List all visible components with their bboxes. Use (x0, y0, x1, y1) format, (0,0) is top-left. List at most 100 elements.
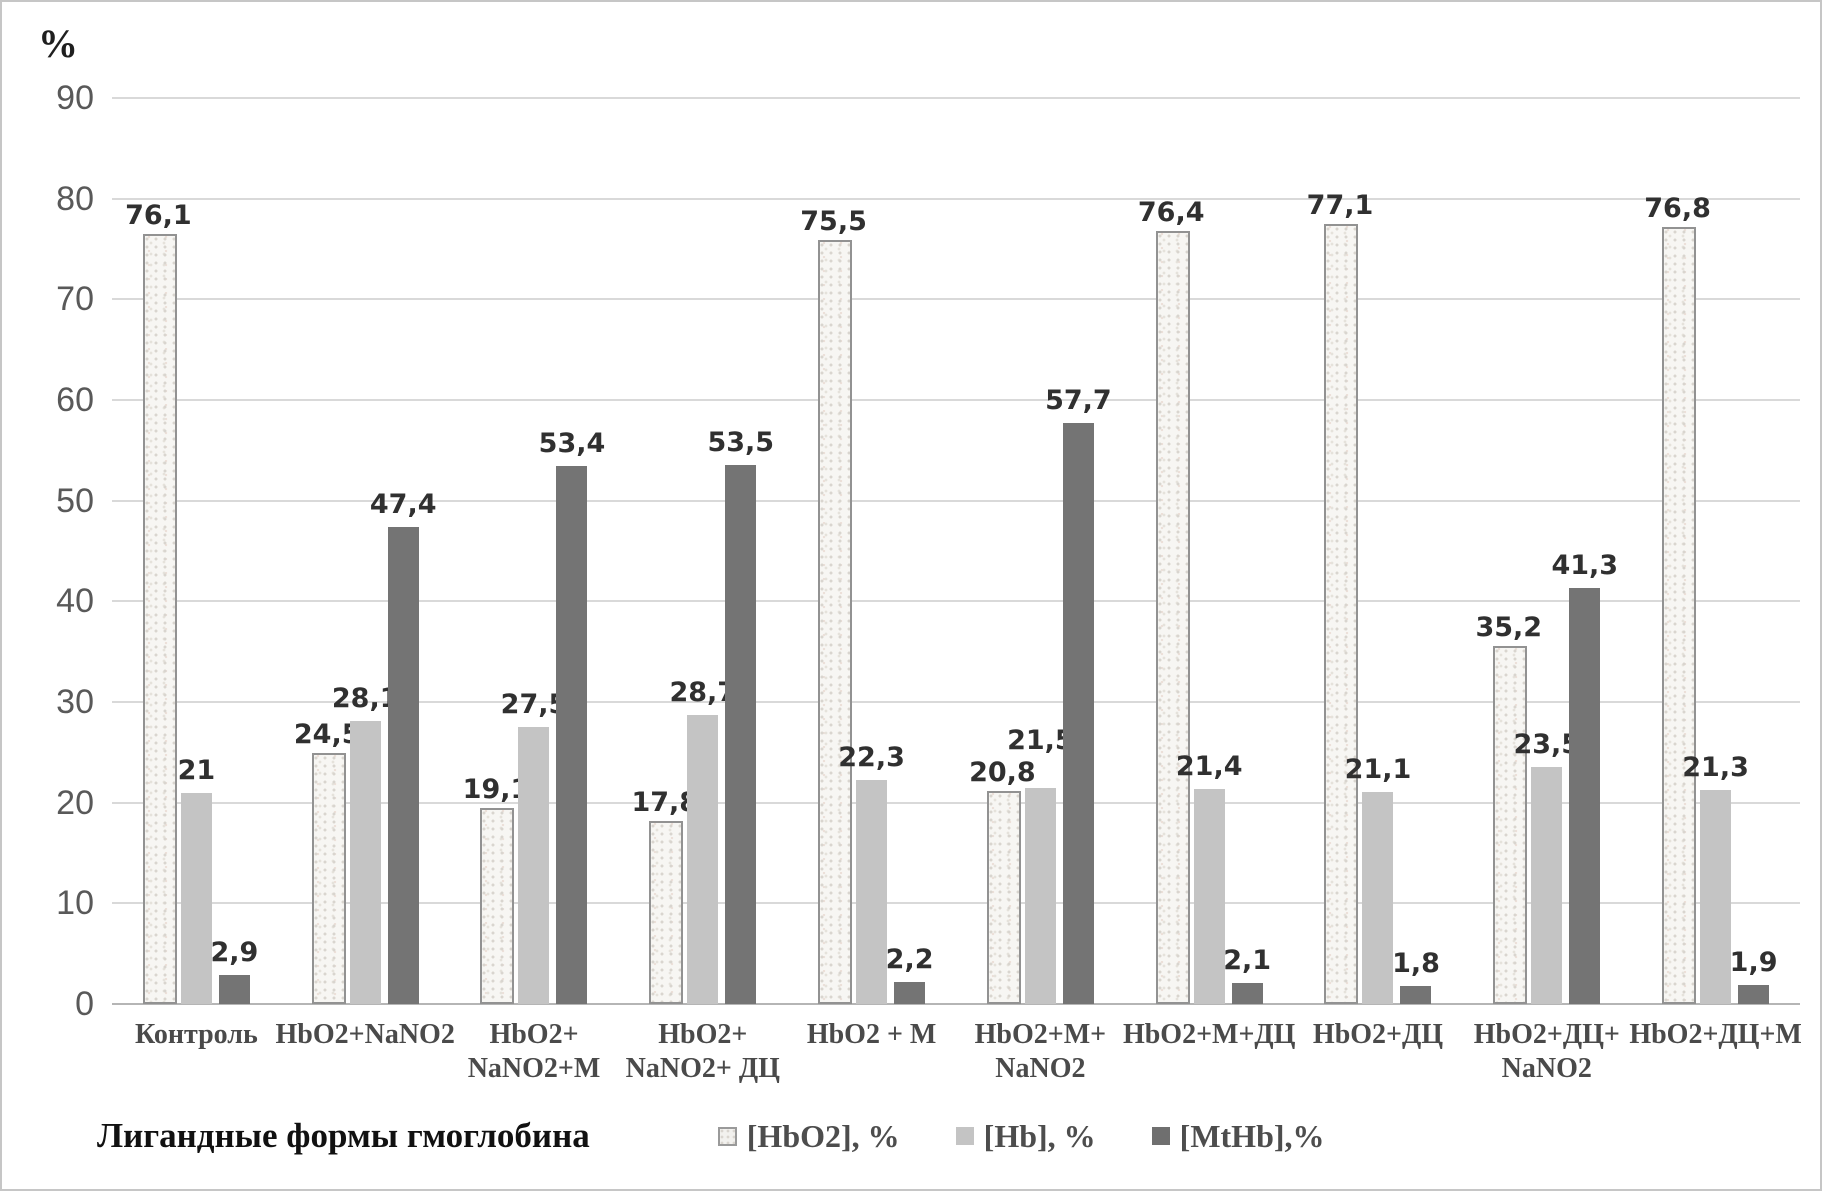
bar (1738, 984, 1770, 1004)
legend-swatch-icon (1151, 1127, 1170, 1145)
bar-value-label: 22,3 (838, 741, 905, 773)
gridline (112, 197, 1800, 200)
bar-group: 76,4 21,4 2,1 (1125, 98, 1294, 1004)
bar-value-label: 41,3 (1551, 550, 1619, 582)
legend-label: [Hb], % (983, 1117, 1096, 1154)
bar (1493, 645, 1528, 1004)
bar-value-label: 2,9 (210, 936, 259, 968)
bar-value-label: 21 (177, 754, 216, 786)
bar-value-label: 19,1 (462, 773, 530, 805)
bar (311, 753, 346, 1004)
gridline (112, 600, 1800, 603)
bar (180, 792, 212, 1004)
bar (518, 727, 550, 1004)
category-label: HbO2+ДЦ+ NaNO2 (1473, 1019, 1620, 1084)
gridline (112, 97, 1800, 99)
bar (649, 820, 684, 1004)
category-label: HbO2+M+ NaNO2 (974, 1019, 1107, 1084)
bar (986, 790, 1021, 1004)
gridline (112, 801, 1800, 804)
category-label: HbO2+NaNO2 (275, 1019, 455, 1050)
bar (1062, 423, 1094, 1004)
bar (1324, 223, 1359, 1004)
y-tick-label: 60 (56, 381, 94, 419)
bar-value-label: 35,2 (1475, 611, 1543, 643)
bar-group: 24,5 28,1 47,4 (281, 98, 450, 1004)
bar-value-label: 28,1 (331, 683, 399, 715)
bar-group: 77,1 21,1 1,8 (1294, 98, 1463, 1004)
bar-value-label: 21,5 (1007, 724, 1074, 756)
category-label: HbO2+ДЦ+M (1629, 1019, 1802, 1050)
y-tick-label: 80 (56, 179, 94, 218)
bar-value-label: 76,4 (1137, 196, 1205, 228)
gridline (112, 1003, 1800, 1005)
y-tick-label: 30 (56, 683, 94, 721)
y-tick-label: 40 (56, 582, 94, 621)
bar (218, 974, 250, 1004)
bar-value-label: 20,8 (969, 756, 1036, 788)
bar-value-label: 2,1 (1223, 944, 1272, 976)
bar (1155, 230, 1190, 1004)
category-label: HbO2+M+ДЦ (1122, 1019, 1296, 1050)
category-label: HbO2 + M (806, 1019, 937, 1050)
bar (818, 239, 853, 1004)
bar-value-label: 53,4 (538, 428, 606, 460)
bar (1569, 588, 1601, 1004)
legend-item: [MtHb],% (1151, 1117, 1325, 1155)
bar-value-label: 1,9 (1729, 946, 1778, 978)
category-label: Контроль (134, 1019, 258, 1050)
legend-item: [Hb], % (955, 1117, 1096, 1155)
y-tick-label: 50 (56, 481, 94, 520)
bar-value-label: 76,1 (125, 199, 192, 231)
bar (856, 779, 888, 1004)
bar-value-label: 77,1 (1306, 189, 1374, 221)
bar-value-label: 47,4 (369, 488, 437, 520)
bar (1193, 788, 1225, 1004)
legend-swatch-icon (717, 1126, 737, 1146)
bar-value-label: 2,2 (885, 943, 934, 975)
gridline (112, 902, 1800, 905)
bar (1231, 982, 1263, 1004)
bar-group: 19,1 27,5 53,4 (450, 98, 619, 1004)
bar (142, 233, 177, 1004)
bar-value-label: 53,5 (707, 427, 775, 459)
category-label: HbO2+ NaNO2+ ДЦ (625, 1019, 780, 1084)
gridline (112, 701, 1800, 703)
bar-value-label: 21,3 (1682, 751, 1749, 783)
bar-value-label: 27,5 (500, 689, 568, 721)
bar (1700, 789, 1732, 1004)
category-label: HbO2+ДЦ (1312, 1019, 1444, 1050)
plot-area: 76,1 21 2,9 24,5 28,1 47,4 19,1 27,5 53,4 17,8 28,… (112, 97, 1800, 1005)
bar-value-label: 28,7 (669, 677, 737, 709)
bar-group: 20,8 21,5 57,7 (956, 98, 1125, 1004)
y-tick-label: 20 (56, 783, 94, 822)
y-axis-title: % (38, 21, 78, 66)
y-tick-label: 70 (56, 280, 94, 319)
y-tick-label: 90 (56, 79, 94, 117)
y-tick-label: 0 (75, 985, 94, 1023)
bar (556, 466, 588, 1004)
bar-value-label: 21,4 (1175, 750, 1243, 782)
y-tick-label: 10 (56, 884, 94, 923)
bar-group: 17,8 28,7 53,5 (618, 98, 787, 1004)
x-axis-category-labels: Контроль HbO2+NaNO2 HbO2+ NaNO2+M HbO2+ NaN… (112, 1018, 1802, 1102)
bar (1662, 226, 1697, 1004)
legend-swatch-icon (955, 1127, 974, 1145)
bar-value-label: 21,1 (1344, 753, 1412, 785)
bar-group: 76,8 21,3 1,9 (1631, 98, 1800, 1004)
bar-value-label: 57,7 (1045, 385, 1112, 417)
legend-label: [MtHb],% (1179, 1117, 1325, 1154)
bar (387, 526, 419, 1004)
gridline (112, 399, 1800, 401)
bar (1400, 985, 1432, 1004)
bar (1362, 791, 1394, 1004)
bar-group: 76,1 21 2,9 (112, 98, 281, 1004)
bar-value-label: 23,5 (1513, 729, 1581, 761)
legend: Лигандные формы гмоглобина [HbO2], % [Hb]… (97, 1104, 1800, 1168)
legend-items: [HbO2], % [Hb], % [MtHb],% (717, 1117, 1325, 1155)
bar (687, 715, 719, 1004)
bar-value-label: 1,8 (1392, 947, 1440, 979)
y-axis-tick-labels: 0 10 20 30 40 50 60 70 80 90 (20, 81, 94, 1021)
bar-value-label: 75,5 (800, 205, 867, 237)
